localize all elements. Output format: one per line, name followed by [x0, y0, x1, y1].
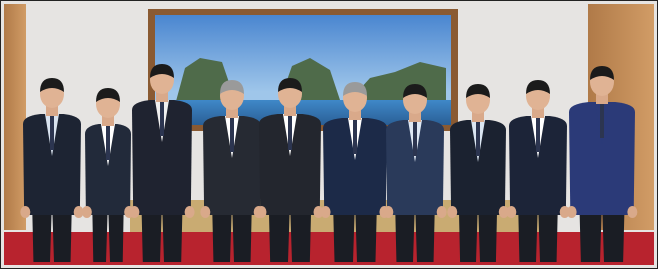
hand: [129, 206, 139, 218]
tie: [50, 116, 54, 150]
hand: [82, 206, 92, 218]
hand: [447, 206, 457, 218]
tie: [230, 118, 234, 152]
hand: [321, 206, 331, 218]
page: (() => { const svg = document.getElement…: [0, 0, 658, 269]
hand: [256, 206, 266, 218]
tie: [160, 102, 164, 136]
hand: [383, 206, 393, 218]
tie: [288, 116, 292, 150]
hand: [437, 206, 447, 218]
photo: [0, 0, 658, 269]
tie: [106, 126, 110, 160]
hand: [627, 206, 637, 218]
hand: [185, 206, 195, 218]
tie: [353, 120, 357, 154]
hand: [200, 206, 210, 218]
hand: [506, 206, 516, 218]
hand: [567, 206, 577, 218]
tie: [476, 122, 480, 156]
tie: [536, 118, 540, 152]
tie: [413, 122, 417, 156]
tie: [600, 104, 604, 138]
wood-panel-left: [4, 4, 26, 230]
hand: [20, 206, 30, 218]
